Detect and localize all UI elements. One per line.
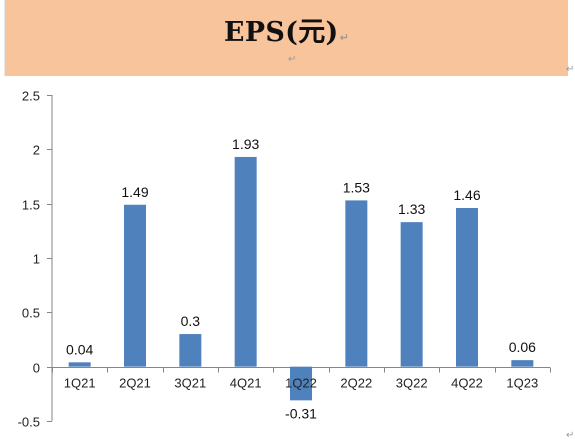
data-label: 0.3	[181, 313, 201, 329]
bar-2q22	[345, 200, 368, 367]
y-tick-label: 0	[33, 361, 40, 376]
bar-2q21	[124, 204, 146, 367]
y-tick-label: 1	[33, 252, 40, 267]
x-tick-label: 2Q21	[119, 376, 151, 391]
bar-3q21	[179, 334, 202, 367]
chart-area: -0.5 0 0.5 1 1.5 2 2.5 0.04 1Q21 1.49 2Q21 0.3 3Q21 1…	[0, 76, 575, 441]
bar-3q22	[400, 222, 423, 367]
bar-4q22	[456, 208, 478, 367]
x-tick-label: 3Q22	[396, 376, 428, 391]
data-label: -0.31	[285, 405, 317, 421]
x-tick-label: 1Q22	[285, 376, 317, 391]
x-tick-label: 1Q23	[506, 376, 538, 391]
y-tick-label: -0.5	[18, 415, 40, 430]
bar-1q22	[290, 366, 312, 401]
y-tick-label: 2	[33, 143, 40, 158]
paragraph-mark-icon: ↵	[288, 54, 297, 65]
y-tick-label: 2.5	[22, 89, 40, 104]
bar-1q23	[511, 360, 534, 367]
title-banner: EPS(元)↵ ↵	[4, 0, 568, 76]
paragraph-mark-icon: ↵	[566, 64, 575, 75]
x-tick-label: 1Q21	[64, 376, 96, 391]
data-label: 1.93	[232, 136, 259, 152]
data-label: 1.49	[121, 184, 148, 200]
page-title: EPS(元)↵	[5, 10, 568, 49]
paragraph-mark-icon: ↵	[566, 430, 575, 441]
paragraph-mark-icon: ↵	[339, 31, 350, 44]
bar-4q21	[234, 156, 257, 367]
y-tick-label: 1.5	[22, 198, 40, 213]
data-label: 1.53	[343, 179, 370, 195]
data-label: 1.33	[398, 201, 425, 217]
x-tick-label: 2Q22	[340, 376, 372, 391]
title-text: EPS(元)	[223, 17, 339, 48]
eps-bar-chart: -0.5 0 0.5 1 1.5 2 2.5 0.04 1Q21 1.49 2Q21 0.3 3Q21 1…	[18, 89, 551, 430]
data-label: 0.04	[66, 341, 93, 357]
data-label: 0.06	[509, 339, 536, 355]
x-tick-label: 4Q21	[230, 376, 262, 391]
data-label: 1.46	[453, 187, 480, 203]
x-tick-label: 3Q21	[174, 376, 206, 391]
x-tick-label: 4Q22	[451, 376, 483, 391]
y-tick-label: 0.5	[22, 306, 40, 321]
bar-1q21	[68, 362, 91, 367]
